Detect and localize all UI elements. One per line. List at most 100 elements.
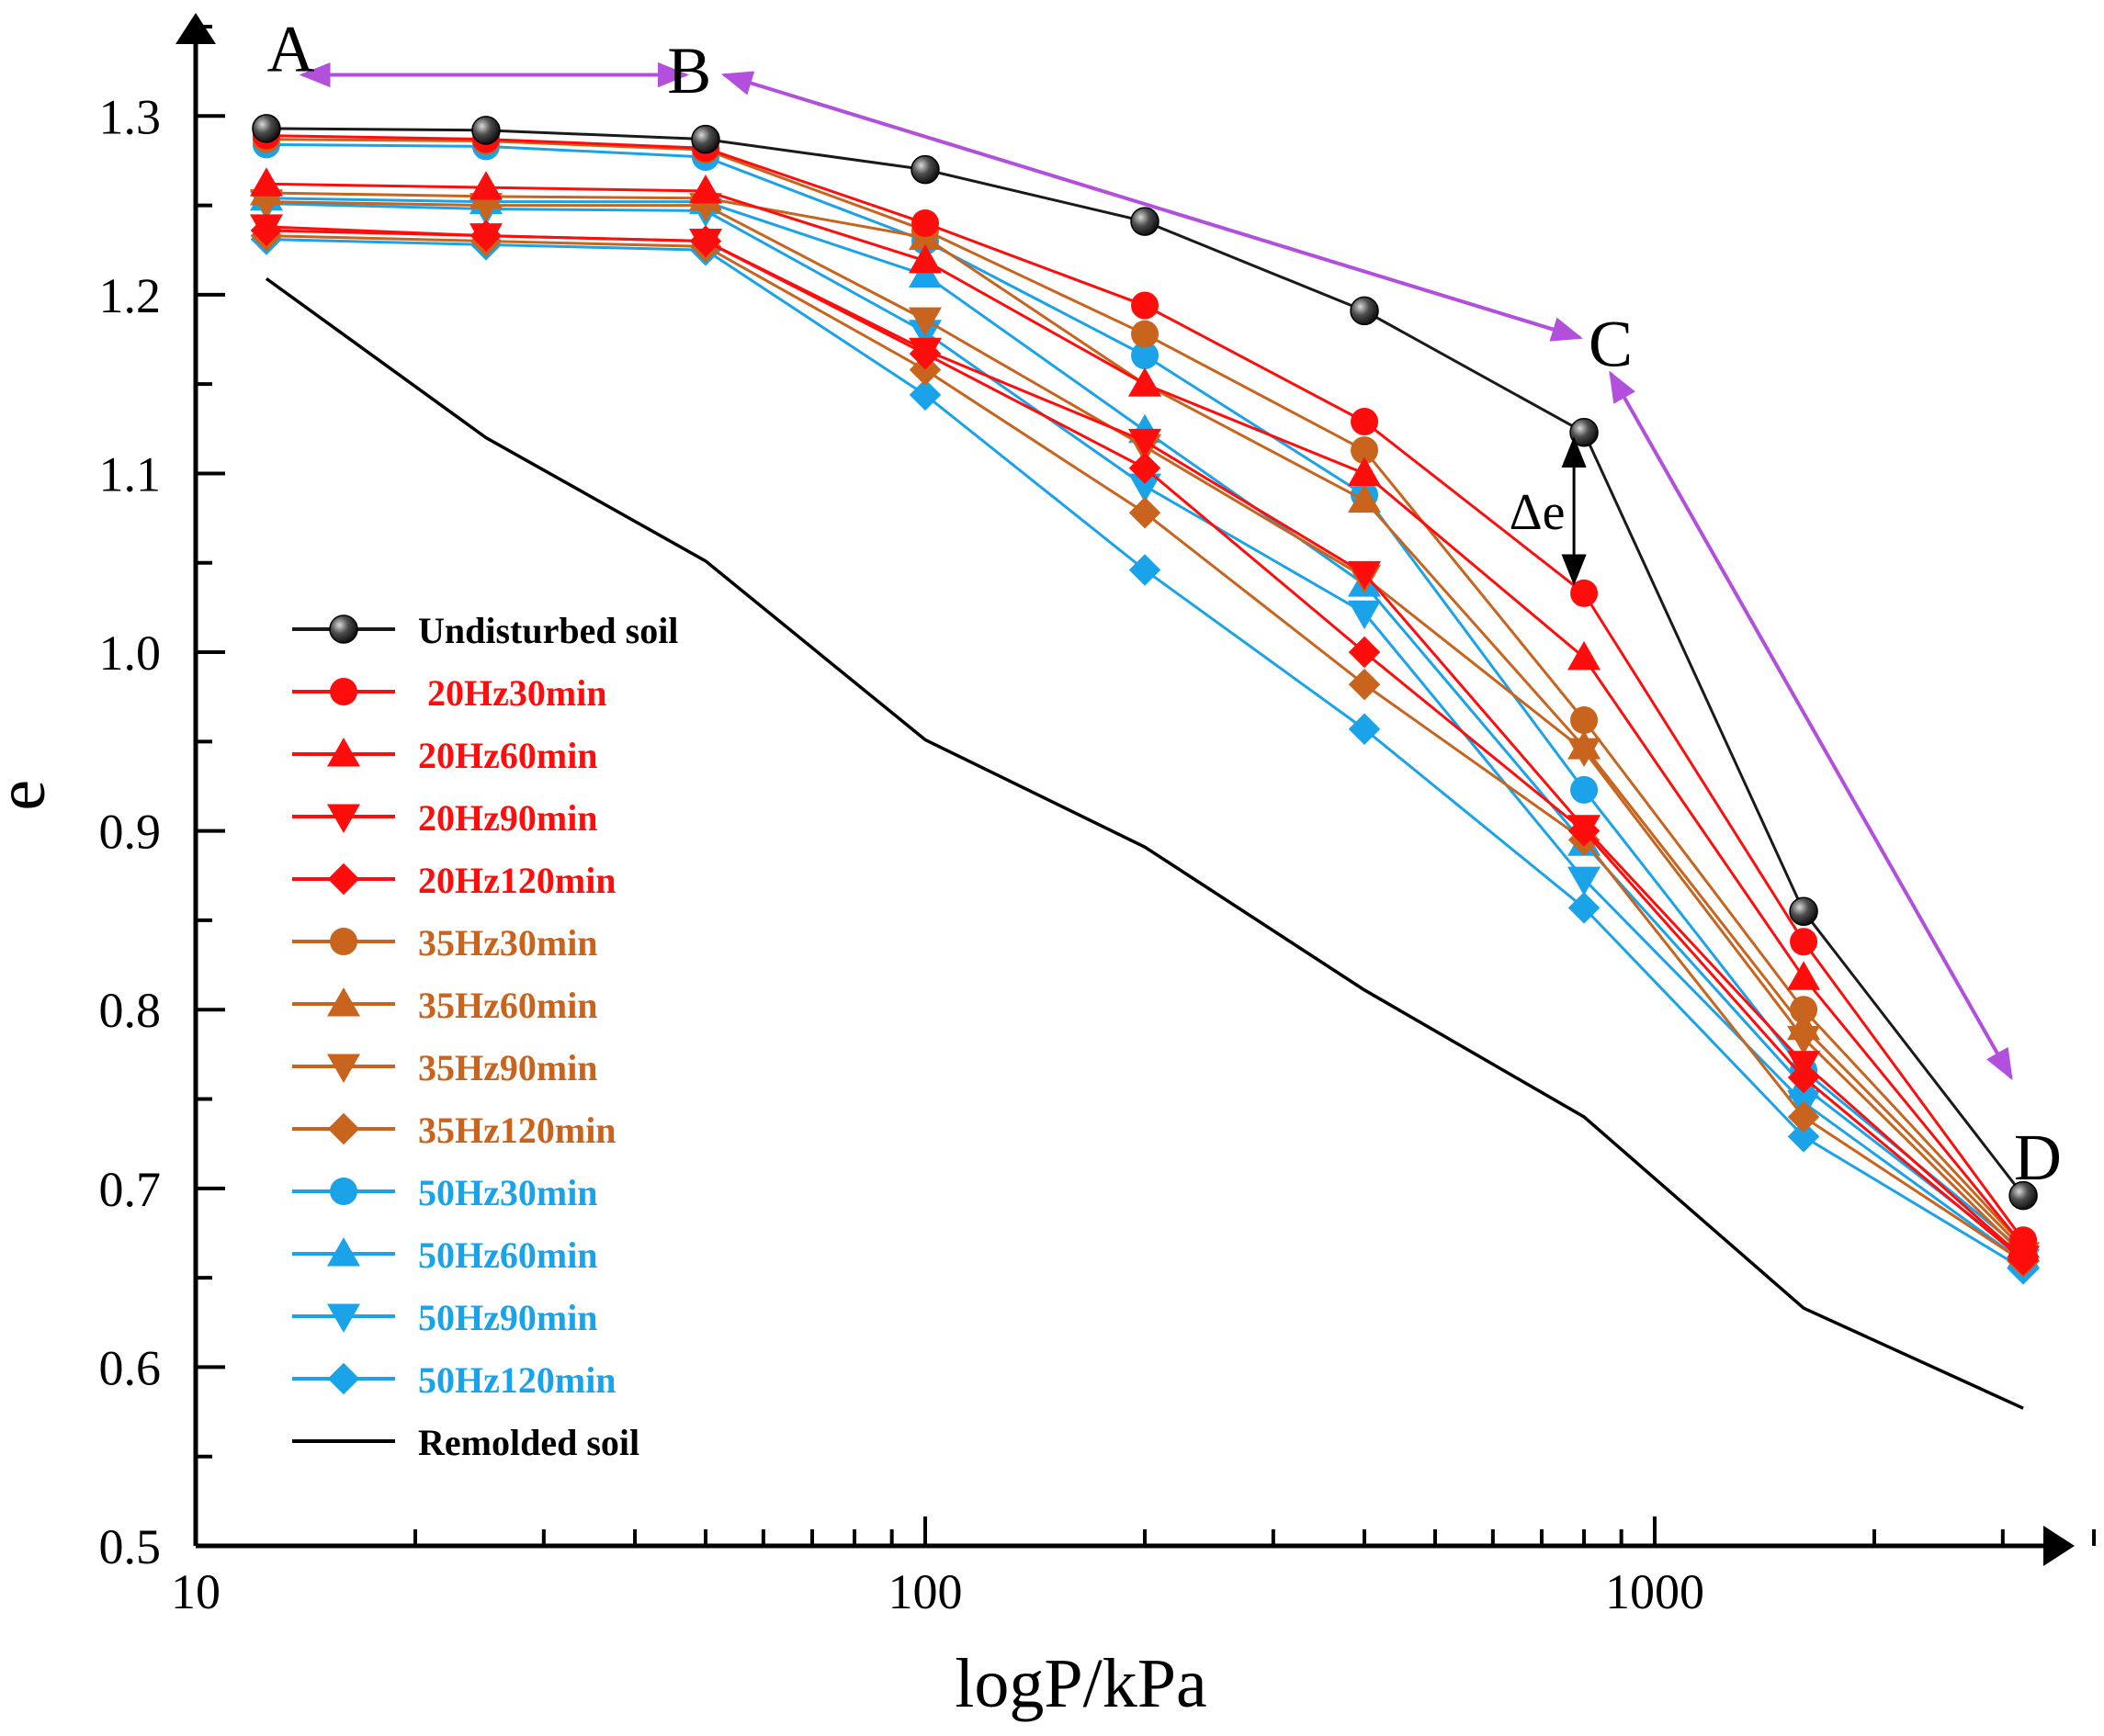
legend-item: 50Hz120min	[292, 1359, 616, 1401]
legend-marker	[329, 614, 358, 644]
data-point	[909, 354, 942, 386]
legend-marker	[330, 1178, 357, 1205]
legend-label: Undisturbed soil	[418, 610, 678, 651]
legend-label: 35Hz30min	[418, 922, 598, 964]
data-point	[1348, 636, 1381, 669]
data-point	[909, 378, 942, 411]
legend-item: 50Hz60min	[292, 1234, 598, 1276]
data-point	[1131, 320, 1159, 348]
legend-marker	[327, 1054, 360, 1083]
legend-label: 50Hz30min	[418, 1172, 598, 1213]
data-point	[1787, 1121, 1820, 1153]
legend-label: 35Hz120min	[418, 1110, 616, 1151]
legend-label: 50Hz90min	[418, 1297, 598, 1338]
legend-item: 50Hz90min	[292, 1297, 598, 1338]
legend-label: 35Hz90min	[418, 1047, 598, 1088]
axes: 10 100 1000 0.5 0.6 0.7 0.8 0.9 1.0 1.1 1.2 1.3 logP…	[0, 13, 2097, 1722]
data-point	[1570, 775, 1599, 804]
legend-label: Remolded soil	[418, 1422, 639, 1463]
annotations: A B C D Δe	[266, 13, 2061, 1194]
data-point	[1348, 668, 1381, 701]
legend-label: 20Hz120min	[418, 860, 616, 901]
legend-marker	[327, 1362, 360, 1395]
series-remolded-soil	[265, 276, 2024, 1410]
data-point	[911, 209, 939, 238]
data-point	[1787, 1100, 1820, 1133]
data-point	[911, 154, 940, 185]
data-point	[1128, 452, 1161, 484]
legend-item: 20Hz60min	[292, 735, 598, 776]
legend-item: Remolded soil	[292, 1422, 639, 1463]
data-point	[252, 114, 281, 143]
legend-marker	[327, 1112, 360, 1145]
legend-item: 20Hz90min	[292, 797, 598, 839]
data-point	[1348, 600, 1382, 630]
data-point	[1567, 815, 1601, 844]
data-point	[1131, 291, 1159, 320]
data-point	[1567, 866, 1601, 896]
data-point	[691, 124, 720, 154]
series-line	[266, 127, 2025, 1197]
legend-item: 20Hz30min	[292, 672, 607, 714]
y-tick-label: 1.0	[99, 626, 162, 681]
data-point	[2008, 1180, 2038, 1211]
y-tick-label: 0.7	[99, 1162, 162, 1217]
legend-label: 50Hz60min	[418, 1234, 598, 1276]
data-point	[1348, 457, 1382, 486]
legend-marker	[327, 1237, 360, 1267]
legend-label: 20Hz30min	[418, 672, 607, 714]
point-label-b: B	[667, 34, 711, 107]
data-point	[1131, 342, 1159, 370]
data-point	[1790, 928, 1818, 956]
legend-item: 35Hz30min	[292, 922, 598, 964]
x-tick-label: 100	[888, 1564, 963, 1619]
data-point	[1567, 640, 1601, 671]
data-point	[1348, 483, 1382, 513]
data-point	[1350, 296, 1379, 326]
x-tick-label: 1000	[1605, 1564, 1704, 1619]
x-axis-title: logP/kPa	[955, 1645, 1207, 1722]
y-axis-title: e	[0, 780, 60, 811]
legend-label: 20Hz60min	[418, 735, 598, 776]
legend-item: 35Hz60min	[292, 985, 598, 1026]
data-point	[1128, 554, 1161, 586]
legend-marker	[327, 862, 360, 896]
y-tick-label: 0.8	[99, 983, 162, 1038]
data-point	[2009, 1226, 2038, 1255]
data-point	[1128, 428, 1162, 458]
data-point	[1351, 408, 1379, 436]
legend-marker	[330, 678, 357, 705]
legend-item: 20Hz120min	[292, 860, 616, 901]
data-point	[1570, 579, 1599, 607]
x-axis-arrow-icon	[2043, 1526, 2075, 1566]
series-line	[265, 276, 2024, 1410]
data-point	[1787, 961, 1821, 990]
legend-item: 50Hz30min	[292, 1172, 598, 1213]
y-tick-label: 1.1	[99, 446, 162, 502]
data-point	[1567, 730, 1601, 760]
y-tick-label: 0.6	[99, 1340, 162, 1395]
legend-marker	[327, 1303, 360, 1333]
legend-item: 35Hz120min	[292, 1110, 616, 1151]
legend-item: Undisturbed soil	[292, 610, 678, 651]
data-point	[688, 228, 722, 258]
legend-item: 35Hz90min	[292, 1047, 598, 1088]
x-tick-label: 10	[171, 1564, 221, 1619]
data-point	[249, 167, 283, 197]
y-tick-label: 0.9	[99, 805, 162, 860]
stage-arrow	[1609, 370, 2013, 1081]
legend-label: 35Hz60min	[418, 985, 598, 1026]
legend-marker	[327, 987, 360, 1017]
data-point	[1348, 560, 1382, 591]
stage-arrow	[720, 71, 1583, 342]
data-point	[1130, 207, 1159, 236]
point-label-d: D	[2014, 1121, 2062, 1194]
data-point	[1789, 896, 1818, 926]
point-label-c: C	[1589, 308, 1633, 381]
y-tick-label: 1.3	[99, 89, 162, 144]
legend-marker	[327, 738, 360, 767]
data-point	[1128, 473, 1162, 503]
data-point	[469, 171, 503, 200]
delta-e-label: Δe	[1510, 484, 1566, 541]
